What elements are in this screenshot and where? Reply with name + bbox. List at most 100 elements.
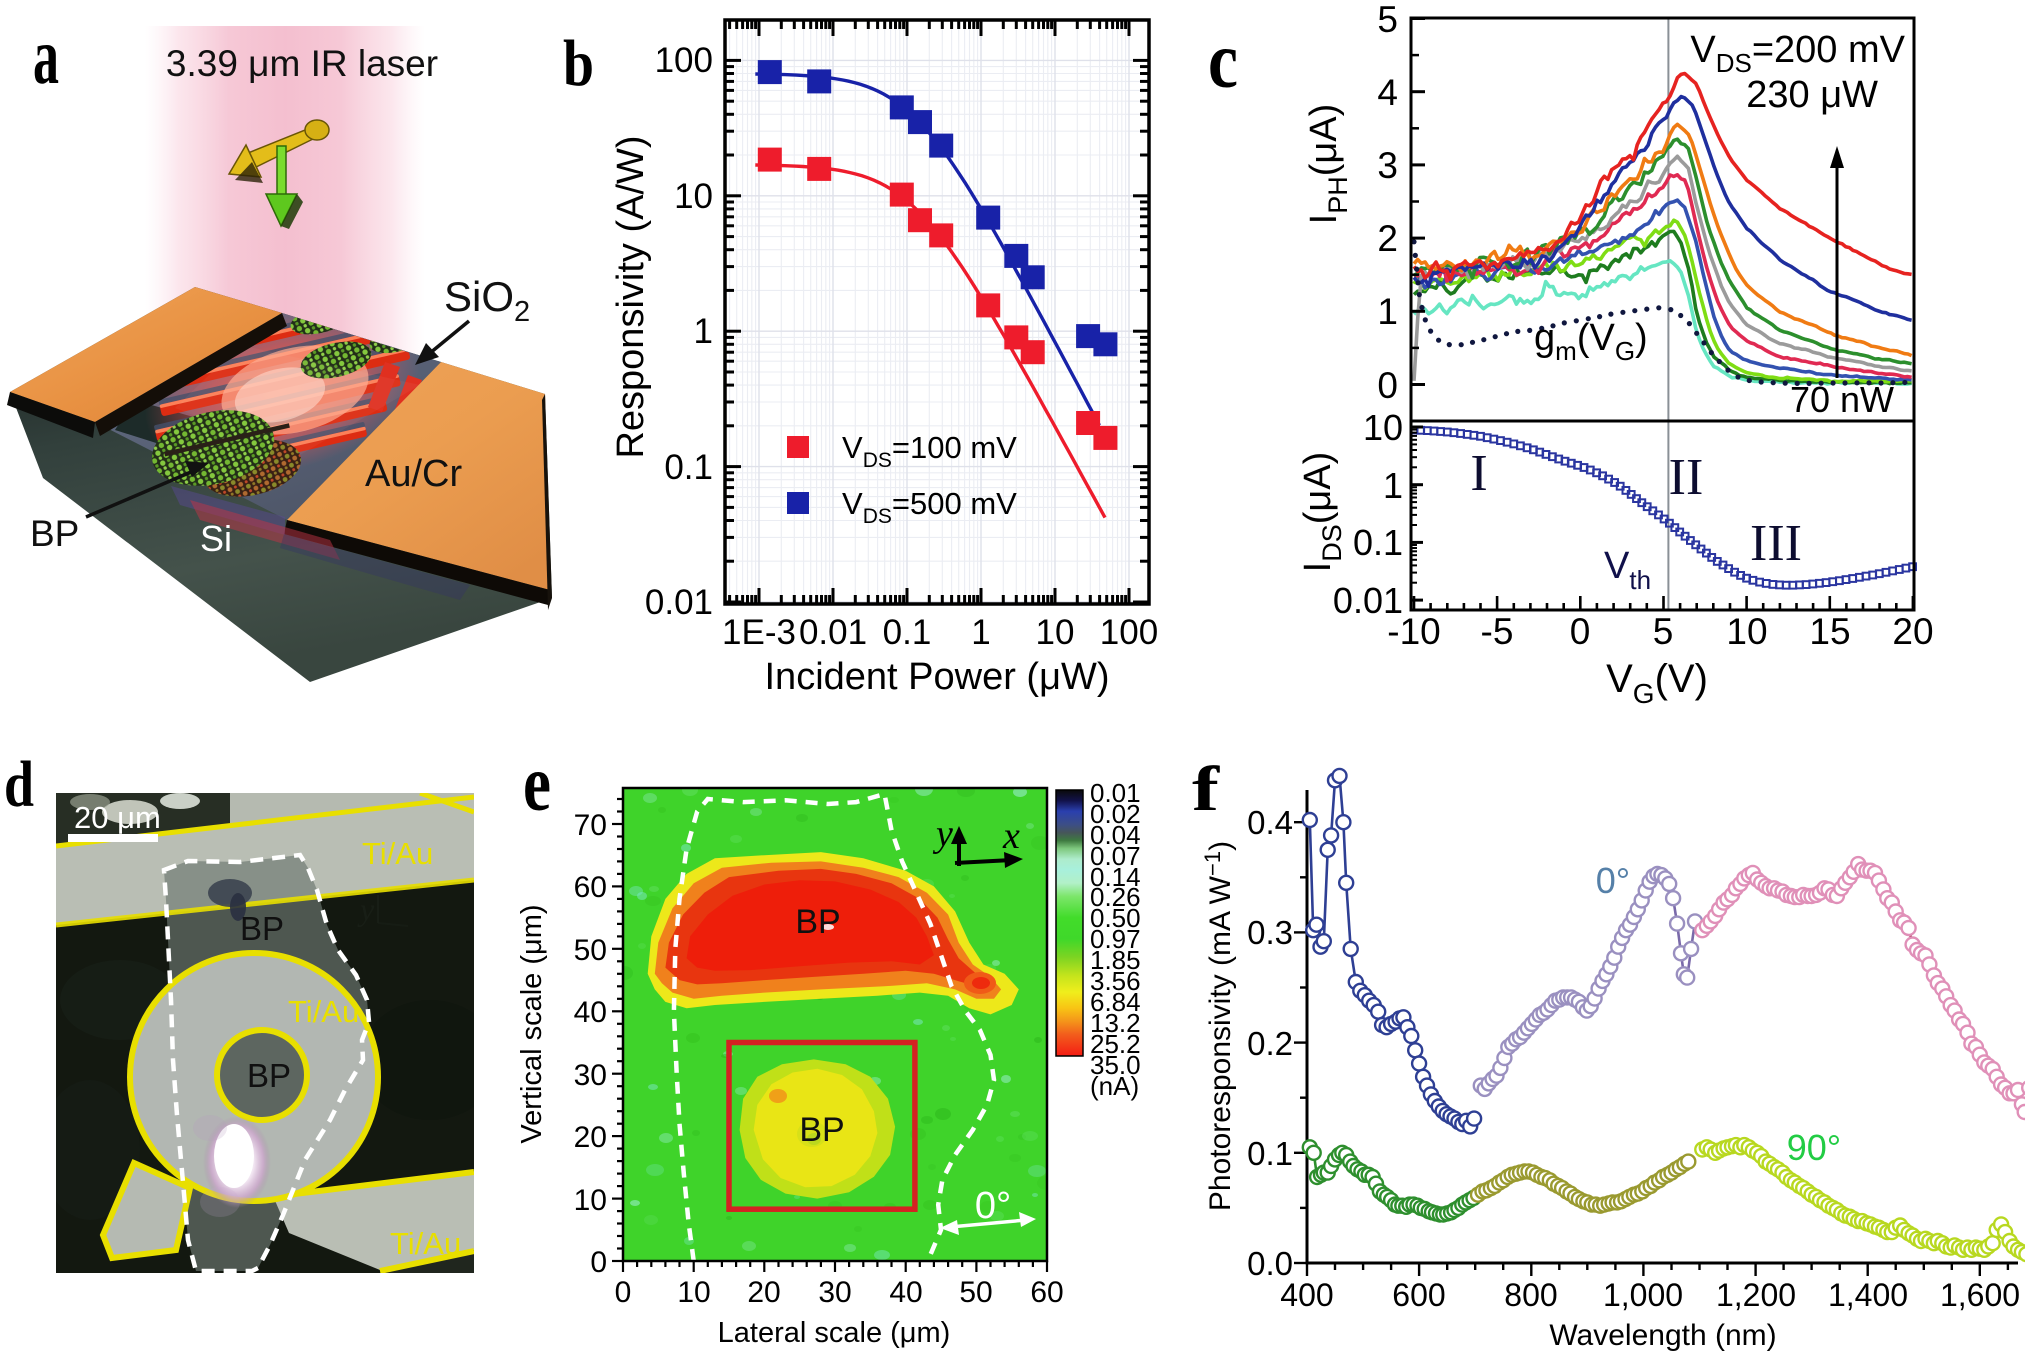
svg-text:Wavelength (nm): Wavelength (nm) <box>1549 1319 1776 1352</box>
svg-text:5: 5 <box>1653 611 1674 652</box>
svg-text:-10: -10 <box>1387 611 1440 652</box>
svg-text:Lateral scale (μm): Lateral scale (μm) <box>718 1317 951 1349</box>
svg-text:(nA): (nA) <box>1090 1071 1139 1101</box>
svg-text:60: 60 <box>1030 1276 1063 1309</box>
svg-text:e: e <box>523 740 551 828</box>
svg-text:100: 100 <box>655 41 713 80</box>
svg-text:100: 100 <box>1100 613 1158 652</box>
svg-text:4: 4 <box>1377 72 1398 113</box>
svg-text:15: 15 <box>1809 611 1850 652</box>
svg-text:0.0: 0.0 <box>1247 1245 1293 1282</box>
svg-text:0°: 0° <box>1596 860 1630 901</box>
svg-text:13.2: 13.2 <box>1090 1008 1141 1038</box>
svg-text:600: 600 <box>1392 1277 1445 1313</box>
svg-text:0.1: 0.1 <box>664 448 713 487</box>
svg-text:0.2: 0.2 <box>1247 1025 1293 1062</box>
svg-text:10: 10 <box>677 1276 710 1309</box>
svg-text:1,400: 1,400 <box>1828 1277 1908 1313</box>
svg-text:50: 50 <box>959 1276 992 1309</box>
svg-text:70 nW: 70 nW <box>1790 379 1894 420</box>
svg-text:1: 1 <box>694 312 713 351</box>
svg-text:Ti/Au: Ti/Au <box>362 836 433 871</box>
svg-text:1,000: 1,000 <box>1603 1277 1683 1313</box>
svg-text:2: 2 <box>1377 218 1398 259</box>
svg-text:f: f <box>1192 753 1220 824</box>
svg-text:0.02: 0.02 <box>1090 799 1141 829</box>
svg-text:10: 10 <box>574 1184 607 1217</box>
svg-text:Vertical scale (μm): Vertical scale (μm) <box>516 904 548 1143</box>
svg-text:50: 50 <box>574 934 607 967</box>
svg-text:30: 30 <box>574 1059 607 1092</box>
svg-text:0.01: 0.01 <box>1333 580 1403 621</box>
svg-text:3: 3 <box>1377 145 1398 186</box>
svg-text:0.01: 0.01 <box>799 613 867 652</box>
svg-text:BP: BP <box>795 903 840 941</box>
svg-text:400: 400 <box>1280 1277 1333 1313</box>
svg-text:30: 30 <box>818 1276 851 1309</box>
svg-text:800: 800 <box>1504 1277 1557 1313</box>
svg-text:20: 20 <box>574 1121 607 1154</box>
svg-text:3.39 μm IR laser: 3.39 μm IR laser <box>166 43 438 84</box>
svg-text:0.04: 0.04 <box>1090 820 1141 850</box>
svg-text:I: I <box>1470 445 1487 502</box>
svg-text:90°: 90° <box>1787 1127 1841 1168</box>
svg-text:0.01: 0.01 <box>1090 778 1141 808</box>
svg-text:Ti/Au: Ti/Au <box>288 994 359 1029</box>
svg-text:Si: Si <box>200 518 232 559</box>
svg-text:10: 10 <box>1726 611 1767 652</box>
svg-text:10: 10 <box>1036 613 1075 652</box>
svg-text:3.56: 3.56 <box>1090 966 1141 996</box>
svg-text:BP: BP <box>247 1057 291 1094</box>
svg-text:0: 0 <box>1570 611 1591 652</box>
svg-text:x: x <box>1002 815 1020 857</box>
svg-text:1.85: 1.85 <box>1090 945 1141 975</box>
svg-text:0.1: 0.1 <box>883 613 932 652</box>
svg-text:Photoresponsivity (mA W−1): Photoresponsivity (mA W−1) <box>1200 841 1237 1211</box>
svg-text:6.84: 6.84 <box>1090 987 1141 1017</box>
svg-text:0: 0 <box>615 1276 632 1309</box>
svg-text:0.07: 0.07 <box>1090 841 1141 871</box>
svg-text:BP: BP <box>240 910 284 947</box>
svg-text:40: 40 <box>574 996 607 1029</box>
svg-text:b: b <box>563 27 594 100</box>
svg-text:0.26: 0.26 <box>1090 882 1141 912</box>
svg-text:1: 1 <box>1383 465 1403 506</box>
svg-text:1: 1 <box>1377 291 1398 332</box>
svg-text:Au/Cr: Au/Cr <box>365 453 462 495</box>
svg-text:VG(V): VG(V) <box>1606 657 1708 709</box>
svg-text:0: 0 <box>590 1246 607 1279</box>
svg-text:35.0: 35.0 <box>1090 1050 1141 1080</box>
svg-text:5: 5 <box>1377 0 1398 40</box>
svg-text:y: y <box>932 813 953 855</box>
svg-text:c: c <box>1208 17 1238 105</box>
svg-text:0.1: 0.1 <box>1353 522 1403 563</box>
svg-text:a: a <box>33 13 59 101</box>
svg-text:VDS=200 mV: VDS=200 mV <box>1690 29 1905 78</box>
svg-text:0.97: 0.97 <box>1090 924 1141 954</box>
svg-text:0.14: 0.14 <box>1090 862 1141 892</box>
svg-text:BP: BP <box>30 513 79 554</box>
svg-text:25.2: 25.2 <box>1090 1029 1141 1059</box>
svg-text:0°: 0° <box>975 1185 1011 1227</box>
svg-text:IDS(μA): IDS(μA) <box>1297 452 1347 573</box>
svg-text:BP: BP <box>799 1111 844 1149</box>
svg-text:gm(VG): gm(VG) <box>1534 317 1648 366</box>
svg-text:II: II <box>1669 449 1704 506</box>
svg-text:0.1: 0.1 <box>1247 1135 1293 1172</box>
svg-text:y: y <box>357 891 375 927</box>
svg-text:10: 10 <box>674 177 713 216</box>
svg-text:1: 1 <box>971 613 990 652</box>
svg-text:-5: -5 <box>1481 611 1514 652</box>
svg-text:0.3: 0.3 <box>1247 914 1293 951</box>
svg-text:70: 70 <box>574 809 607 842</box>
svg-text:0: 0 <box>1377 365 1398 406</box>
svg-text:1,600: 1,600 <box>1940 1277 2020 1313</box>
svg-text:d: d <box>4 748 34 821</box>
svg-text:20: 20 <box>747 1276 780 1309</box>
svg-text:10: 10 <box>1363 407 1403 448</box>
svg-text:Responsivity (A/W): Responsivity (A/W) <box>610 135 652 458</box>
svg-text:III: III <box>1750 515 1802 572</box>
svg-text:60: 60 <box>574 871 607 904</box>
svg-text:Incident Power (μW): Incident Power (μW) <box>765 656 1110 698</box>
svg-text:0.50: 0.50 <box>1090 903 1141 933</box>
